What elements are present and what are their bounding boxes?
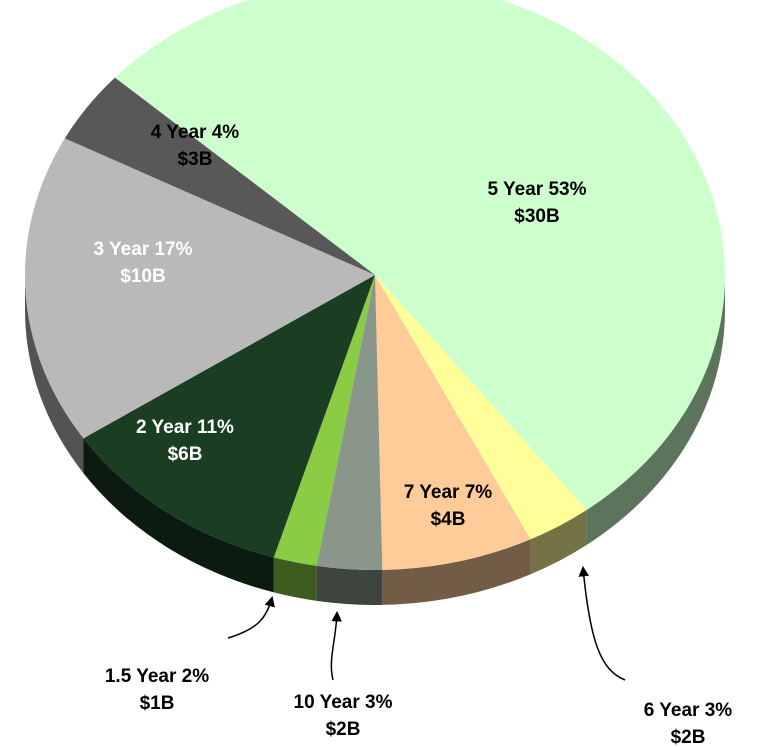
amount-label: $2B bbox=[326, 719, 361, 740]
slice-side bbox=[586, 275, 725, 545]
slice-side bbox=[382, 539, 531, 605]
category-label: 10 Year bbox=[294, 692, 361, 713]
category-label: 1.5 Year bbox=[105, 666, 177, 687]
slice bbox=[24, 138, 376, 439]
slice bbox=[273, 275, 375, 566]
slice-label: 6 Year 3% bbox=[644, 700, 733, 721]
slice-label: 4 Year 4% bbox=[151, 122, 240, 143]
value-label: 3% bbox=[705, 700, 733, 721]
value-label: 11% bbox=[197, 417, 234, 438]
slice-label: 10 Year 3% bbox=[294, 692, 393, 713]
amount-label: $30B bbox=[514, 206, 559, 227]
slice bbox=[64, 77, 376, 275]
category-label: 4 Year bbox=[151, 122, 207, 143]
value-label: 3% bbox=[365, 692, 393, 713]
amount-label: $3B bbox=[178, 149, 213, 170]
category-label: 5 Year bbox=[488, 179, 544, 200]
value-label: 2% bbox=[182, 666, 210, 687]
value-label: 4% bbox=[212, 122, 240, 143]
slice-side bbox=[25, 275, 84, 474]
slice bbox=[316, 275, 383, 570]
slice-sides bbox=[25, 275, 725, 605]
leader-arrow bbox=[578, 565, 626, 681]
slice bbox=[83, 275, 375, 558]
slice bbox=[375, 275, 587, 540]
slice-side bbox=[316, 565, 383, 605]
slice-side bbox=[83, 438, 274, 593]
slice bbox=[114, 0, 725, 510]
slice-label: 2 Year 11% bbox=[136, 417, 234, 438]
category-label: 3 Year bbox=[94, 239, 150, 260]
amount-label: $10B bbox=[120, 266, 165, 287]
leader-arrow bbox=[227, 595, 275, 639]
slice-label: 5 Year 53% bbox=[488, 179, 587, 200]
value-label: 7% bbox=[465, 482, 493, 503]
amount-label: $4B bbox=[431, 509, 466, 530]
amount-label: $1B bbox=[140, 693, 175, 714]
leader-arrow bbox=[330, 610, 342, 681]
slice-side bbox=[530, 509, 587, 575]
slice bbox=[375, 275, 531, 570]
amount-label: $2B bbox=[671, 727, 706, 747]
slice-tops bbox=[24, 0, 725, 570]
slice-label: 7 Year 7% bbox=[404, 482, 493, 503]
category-label: 2 Year bbox=[136, 417, 192, 438]
category-label: 6 Year bbox=[644, 700, 700, 721]
value-label: 17% bbox=[154, 239, 192, 260]
category-label: 7 Year bbox=[404, 482, 460, 503]
amount-label: $6B bbox=[168, 444, 203, 465]
value-label: 53% bbox=[548, 179, 586, 200]
slice-label: 3 Year 17% bbox=[94, 239, 193, 260]
slice-side bbox=[273, 557, 317, 601]
slice-label: 1.5 Year 2% bbox=[105, 666, 209, 687]
